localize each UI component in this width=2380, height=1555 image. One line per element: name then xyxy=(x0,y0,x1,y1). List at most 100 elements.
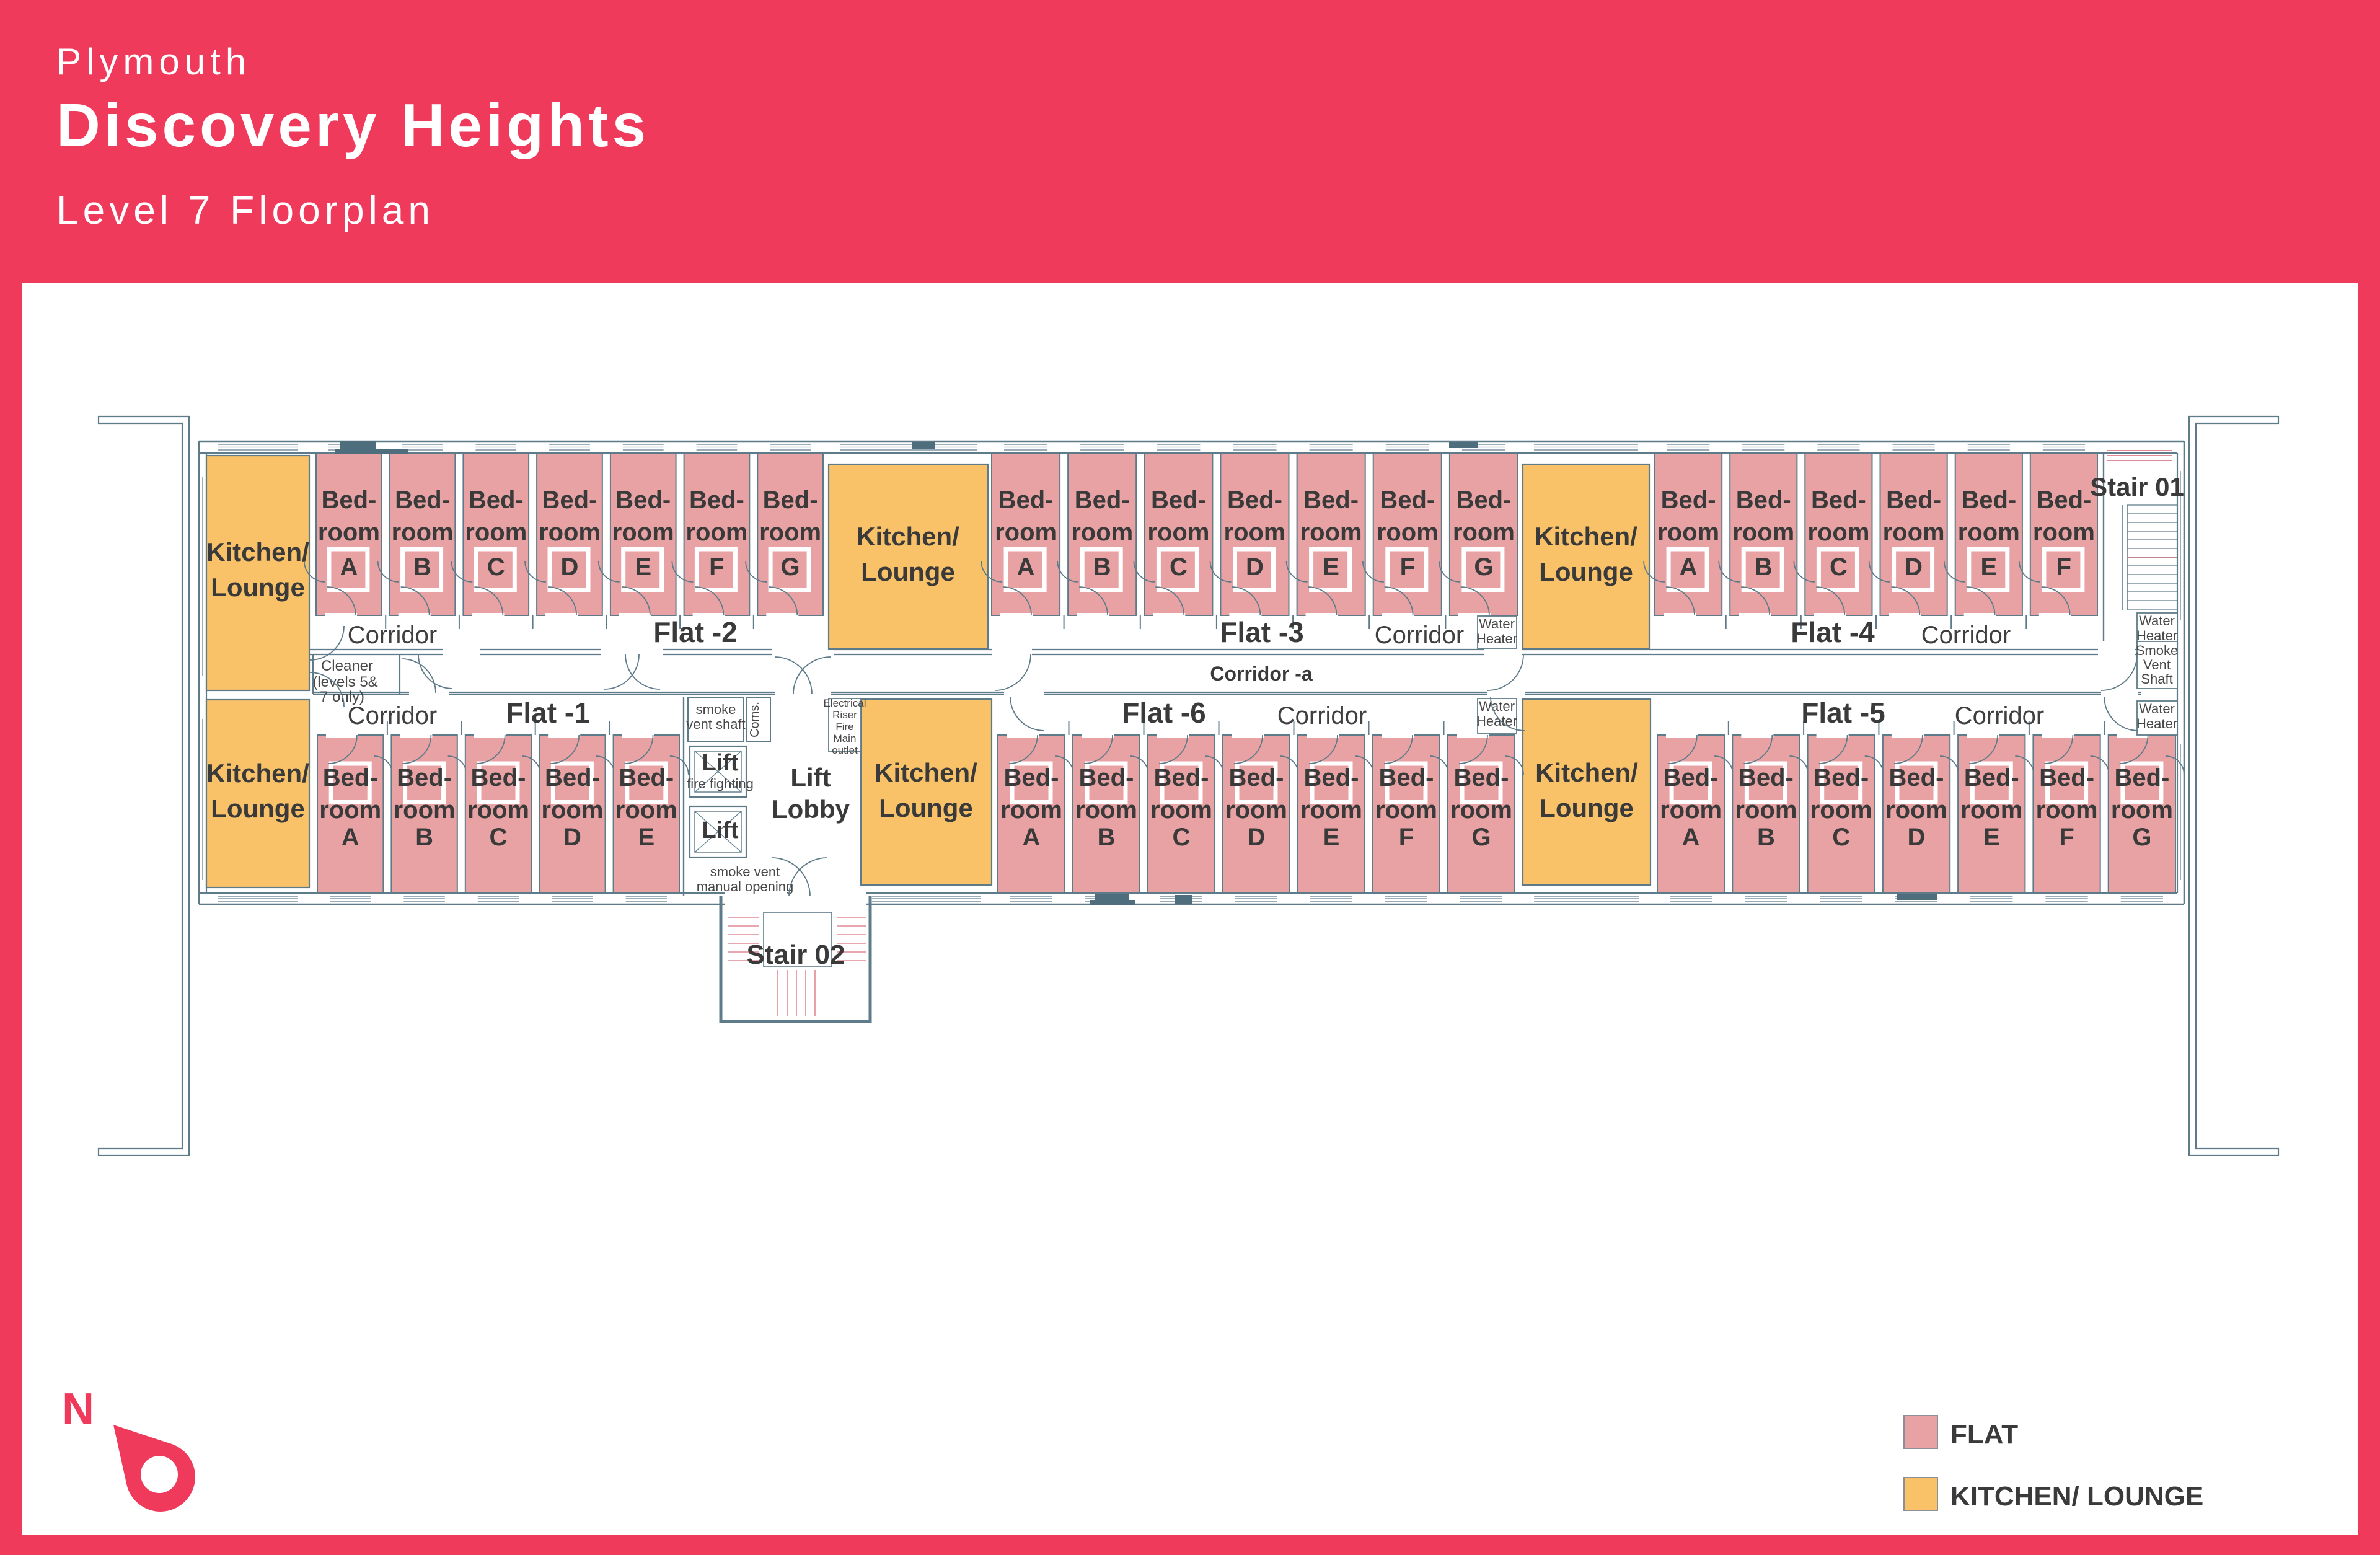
svg-text:Bed-: Bed- xyxy=(542,487,597,514)
svg-text:Corridor: Corridor xyxy=(1277,702,1367,729)
svg-text:KITCHEN/ LOUNGE: KITCHEN/ LOUNGE xyxy=(1950,1481,2203,1512)
svg-text:fire fighting: fire fighting xyxy=(687,776,754,791)
svg-text:Heater: Heater xyxy=(1476,631,1517,646)
svg-text:Water: Water xyxy=(2139,701,2175,716)
svg-text:A: A xyxy=(1682,824,1700,851)
svg-text:D: D xyxy=(561,553,579,581)
svg-text:FLAT: FLAT xyxy=(1950,1419,2018,1450)
svg-text:room: room xyxy=(319,796,381,824)
svg-text:C: C xyxy=(1830,553,1848,581)
svg-text:room: room xyxy=(1735,796,1797,824)
svg-text:room: room xyxy=(1958,519,2020,546)
svg-text:Lift: Lift xyxy=(702,817,738,844)
svg-text:Corridor: Corridor xyxy=(348,622,437,649)
svg-text:room: room xyxy=(318,519,380,546)
svg-text:A: A xyxy=(340,553,358,581)
svg-text:Bed-: Bed- xyxy=(619,764,674,791)
svg-text:Main: Main xyxy=(834,733,857,744)
svg-text:room: room xyxy=(2033,519,2095,546)
svg-text:N: N xyxy=(62,1385,94,1434)
svg-text:Bed-: Bed- xyxy=(1664,764,1719,791)
svg-text:Water: Water xyxy=(1479,616,1515,632)
svg-text:Corridor -a: Corridor -a xyxy=(1210,663,1313,685)
svg-text:Bed-: Bed- xyxy=(1379,764,1434,791)
svg-text:Lounge: Lounge xyxy=(879,793,973,822)
svg-text:Smoke: Smoke xyxy=(2136,643,2178,658)
svg-text:Kitchen/: Kitchen/ xyxy=(857,522,959,551)
svg-text:Level 7 Floorplan: Level 7 Floorplan xyxy=(56,188,434,232)
svg-text:Bed-: Bed- xyxy=(1304,764,1359,791)
svg-text:A: A xyxy=(1017,553,1035,581)
svg-text:room: room xyxy=(1375,796,1437,824)
svg-text:Heater: Heater xyxy=(2136,716,2177,731)
svg-text:Lounge: Lounge xyxy=(211,794,305,823)
svg-text:room: room xyxy=(541,796,603,824)
svg-text:Lift: Lift xyxy=(790,763,831,792)
svg-text:Kitchen/: Kitchen/ xyxy=(1535,758,1638,787)
svg-text:Bed-: Bed- xyxy=(1889,764,1944,791)
svg-text:C: C xyxy=(487,553,505,581)
svg-text:Flat -3: Flat -3 xyxy=(1220,616,1303,648)
svg-text:Kitchen/: Kitchen/ xyxy=(206,759,309,788)
svg-text:Bed-: Bed- xyxy=(1811,487,1866,514)
svg-text:(levels 5&: (levels 5& xyxy=(312,674,377,690)
svg-text:room: room xyxy=(1225,796,1287,824)
svg-text:B: B xyxy=(413,553,431,581)
svg-text:Bed-: Bed- xyxy=(1814,764,1869,791)
svg-text:Bed-: Bed- xyxy=(763,487,818,514)
svg-text:Bed-: Bed- xyxy=(1456,487,1511,514)
svg-text:outlet: outlet xyxy=(832,744,858,756)
svg-text:E: E xyxy=(1323,553,1339,581)
svg-text:Bed-: Bed- xyxy=(545,764,600,791)
svg-text:Bed-: Bed- xyxy=(1380,487,1435,514)
svg-text:manual opening: manual opening xyxy=(697,879,794,894)
svg-text:room: room xyxy=(1300,519,1362,546)
svg-text:Kitchen/: Kitchen/ xyxy=(875,758,977,787)
svg-text:Corridor: Corridor xyxy=(348,702,437,729)
svg-text:Bed-: Bed- xyxy=(615,487,671,514)
svg-text:room: room xyxy=(1883,519,1945,546)
svg-text:Corridor: Corridor xyxy=(1375,622,1464,649)
svg-text:room: room xyxy=(759,519,821,546)
svg-text:room: room xyxy=(1300,796,1362,824)
svg-text:Water: Water xyxy=(2139,613,2175,628)
svg-text:G: G xyxy=(1471,824,1491,851)
svg-text:room: room xyxy=(2111,796,2173,824)
svg-text:room: room xyxy=(612,519,674,546)
svg-text:room: room xyxy=(1732,519,1794,546)
svg-text:room: room xyxy=(1075,796,1137,824)
svg-text:room: room xyxy=(1150,796,1212,824)
svg-text:Shaft: Shaft xyxy=(2141,671,2172,687)
svg-text:F: F xyxy=(1400,553,1415,581)
svg-text:F: F xyxy=(2056,553,2071,581)
svg-text:room: room xyxy=(2036,796,2098,824)
svg-text:Kitchen/: Kitchen/ xyxy=(1535,522,1637,551)
svg-text:G: G xyxy=(1474,553,1493,581)
svg-text:Bed-: Bed- xyxy=(395,487,450,514)
svg-text:E: E xyxy=(1980,553,1997,581)
svg-text:Bed-: Bed- xyxy=(2036,487,2091,514)
svg-text:room: room xyxy=(1071,519,1133,546)
svg-text:C: C xyxy=(1832,824,1850,851)
svg-text:Vent: Vent xyxy=(2143,657,2171,672)
svg-text:Bed-: Bed- xyxy=(1229,764,1284,791)
svg-text:room: room xyxy=(1810,796,1872,824)
svg-text:Bed-: Bed- xyxy=(1004,764,1059,791)
svg-text:Bed-: Bed- xyxy=(1151,487,1206,514)
svg-text:D: D xyxy=(1905,553,1923,581)
svg-text:Stair 01: Stair 01 xyxy=(2090,472,2184,501)
svg-text:room: room xyxy=(1885,796,1947,824)
svg-text:room: room xyxy=(1450,796,1512,824)
svg-text:C: C xyxy=(490,824,508,851)
svg-text:Bed-: Bed- xyxy=(1154,764,1209,791)
svg-text:A: A xyxy=(1023,824,1041,851)
svg-text:B: B xyxy=(1098,824,1116,851)
svg-text:Bed-: Bed- xyxy=(1886,487,1941,514)
svg-text:Flat -2: Flat -2 xyxy=(653,616,737,648)
svg-text:Coms.: Coms. xyxy=(748,702,762,738)
svg-text:vent shaft: vent shaft xyxy=(686,716,745,732)
svg-text:E: E xyxy=(1323,824,1340,851)
svg-text:room: room xyxy=(1224,519,1286,546)
svg-text:Bed-: Bed- xyxy=(1227,487,1282,514)
svg-text:Riser: Riser xyxy=(832,709,857,721)
